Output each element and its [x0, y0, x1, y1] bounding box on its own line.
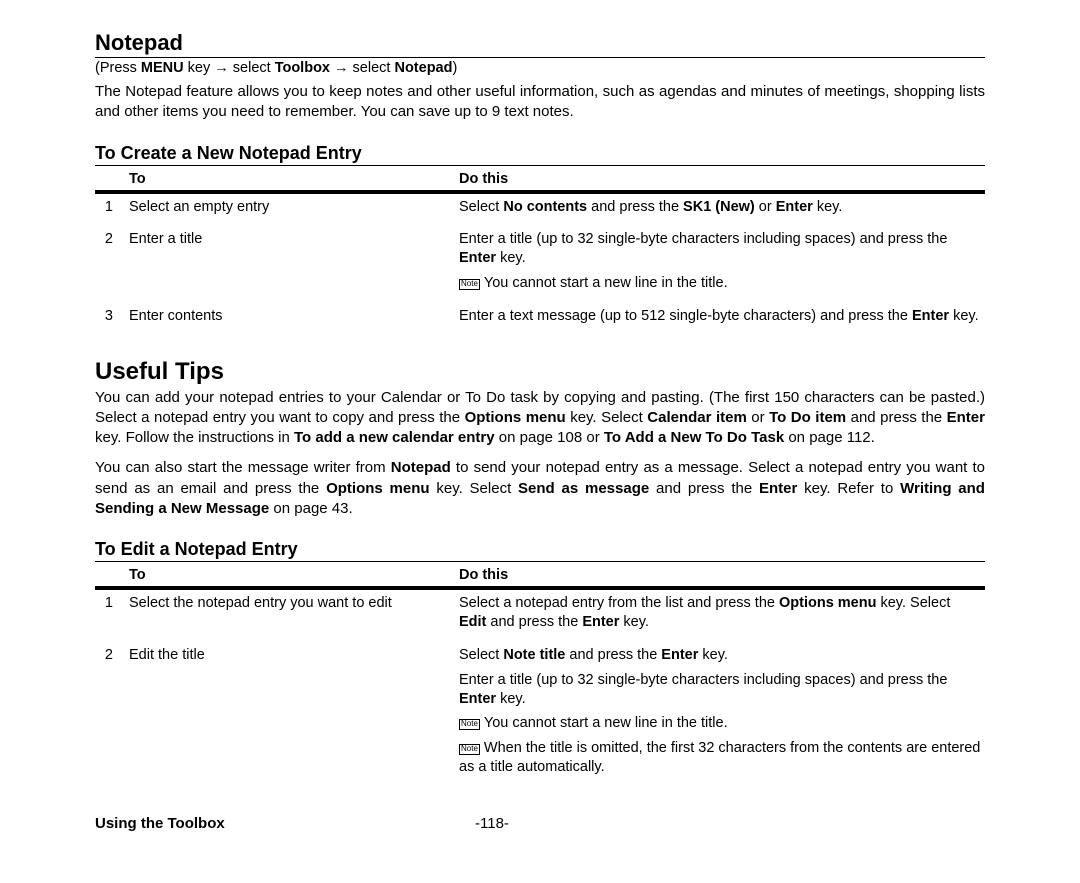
step-to: Select an empty entry: [125, 192, 455, 227]
step-to: Enter a title: [125, 226, 455, 303]
table-row: 2Enter a titleEnter a title (up to 32 si…: [95, 226, 985, 303]
step-do: Select a notepad entry from the list and…: [455, 588, 985, 642]
step-number: 1: [95, 192, 125, 227]
step-do: Select Note title and press the Enter ke…: [455, 642, 985, 787]
note-icon: Note: [459, 719, 480, 730]
note-icon: Note: [459, 744, 480, 755]
step-to: Edit the title: [125, 642, 455, 787]
note-icon: Note: [459, 279, 480, 290]
step-number: 2: [95, 226, 125, 303]
notepad-description: The Notepad feature allows you to keep n…: [95, 82, 985, 123]
table-row: 3Enter contentsEnter a text message (up …: [95, 303, 985, 336]
th-to: To: [125, 168, 455, 192]
edit-entry-table: To Do this 1Select the notepad entry you…: [95, 564, 985, 787]
useful-tips-heading: Useful Tips: [95, 358, 985, 386]
notepad-heading: Notepad: [95, 30, 985, 58]
step-number: 2: [95, 642, 125, 787]
step-do: Select No contents and press the SK1 (Ne…: [455, 192, 985, 227]
table-row: 2Edit the titleSelect Note title and pre…: [95, 642, 985, 787]
tips-para-2: You can also start the message writer fr…: [95, 458, 985, 519]
create-entry-table: To Do this 1Select an empty entrySelect …: [95, 168, 985, 336]
step-do: Enter a text message (up to 512 single-b…: [455, 303, 985, 336]
th-to: To: [125, 564, 455, 588]
th-do: Do this: [455, 564, 985, 588]
tips-para-1: You can add your notepad entries to your…: [95, 388, 985, 449]
table-row: 1Select the notepad entry you want to ed…: [95, 588, 985, 642]
step-to: Select the notepad entry you want to edi…: [125, 588, 455, 642]
step-do: Enter a title (up to 32 single-byte char…: [455, 226, 985, 303]
step-number: 1: [95, 588, 125, 642]
table-row: 1Select an empty entrySelect No contents…: [95, 192, 985, 227]
edit-entry-heading: To Edit a Notepad Entry: [95, 539, 985, 562]
step-number: 3: [95, 303, 125, 336]
breadcrumb: (Press MENU key → select Toolbox → selec…: [95, 60, 985, 76]
th-do: Do this: [455, 168, 985, 192]
step-to: Enter contents: [125, 303, 455, 336]
footer-left: Using the Toolbox: [95, 815, 475, 832]
footer-page-number: -118-: [475, 815, 985, 832]
create-entry-heading: To Create a New Notepad Entry: [95, 143, 985, 166]
page-footer: Using the Toolbox -118-: [95, 815, 985, 832]
